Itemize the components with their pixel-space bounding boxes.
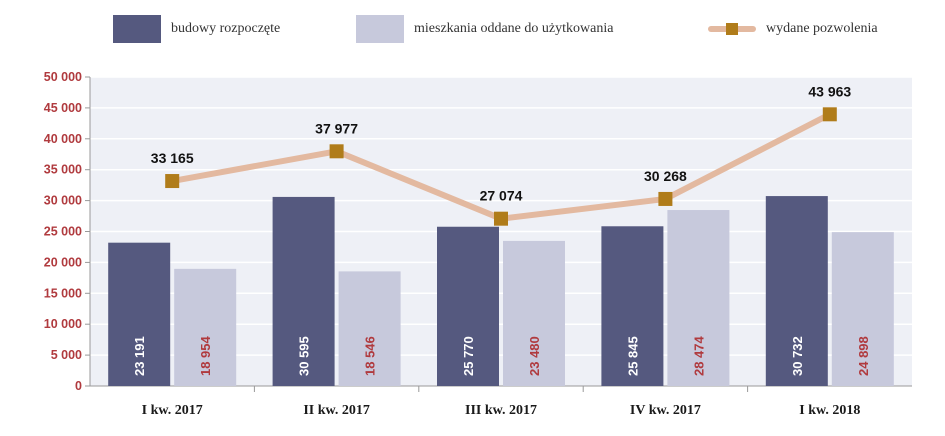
bar-budowy xyxy=(108,242,171,386)
line-marker xyxy=(329,144,344,159)
xtick-label: I kw. 2018 xyxy=(799,403,860,418)
line-marker xyxy=(658,191,673,206)
legend-label-budowy: budowy rozpoczęte xyxy=(171,21,281,36)
line-value-label: 37 977 xyxy=(315,120,358,136)
ytick-label: 25 000 xyxy=(44,225,82,239)
line-marker xyxy=(165,174,180,189)
bar-value-label: 28 474 xyxy=(691,335,706,376)
bar-mieszkania xyxy=(338,271,401,386)
bar-mieszkania xyxy=(667,210,730,386)
xtick-label: I kw. 2017 xyxy=(142,403,203,418)
bar-value-label: 23 480 xyxy=(527,336,542,376)
legend-item-budowy: budowy rozpoczęte xyxy=(113,14,280,44)
ytick-label: 15 000 xyxy=(44,286,82,300)
ytick-label: 50 000 xyxy=(44,70,82,84)
bar-value-label: 24 898 xyxy=(856,336,871,376)
legend-label-mieszkania: mieszkania oddane do użytkowania xyxy=(414,21,614,36)
xtick-label: III kw. 2017 xyxy=(465,403,537,418)
bar-mieszkania xyxy=(503,240,565,386)
bar-value-label: 25 770 xyxy=(461,336,476,376)
bar-value-label: 18 954 xyxy=(198,335,213,376)
ytick-label: 45 000 xyxy=(44,101,82,115)
bar-value-label: 18 546 xyxy=(363,336,378,376)
ytick-label: 30 000 xyxy=(44,194,82,208)
line-marker xyxy=(822,107,837,122)
legend-item-mieszkania: mieszkania oddane do użytkowania xyxy=(356,14,613,44)
ytick-label: 10 000 xyxy=(44,317,82,331)
legend-item-pozwolenia: wydane pozwolenia xyxy=(708,14,878,44)
legend-label-pozwolenia: wydane pozwolenia xyxy=(766,21,878,36)
bar-value-label: 30 595 xyxy=(297,336,312,376)
ytick-label: 20 000 xyxy=(44,255,82,269)
plot-area: 0 5 000 10 000 15 000 20 000 25 000 30 000 35 0… xyxy=(44,70,912,418)
line-value-label: 30 268 xyxy=(644,168,687,184)
xtick-label: II kw. 2017 xyxy=(303,403,370,418)
ytick-label: 0 xyxy=(75,379,82,393)
xtick-label: IV kw. 2017 xyxy=(630,403,701,418)
legend-marker-pozwolenia xyxy=(726,23,738,35)
legend-swatch-mieszkania xyxy=(356,15,404,43)
bar-mieszkania xyxy=(174,268,237,386)
bar-value-label: 30 732 xyxy=(790,336,805,376)
ytick-label: 40 000 xyxy=(44,132,82,146)
ytick-label: 35 000 xyxy=(44,163,82,177)
bar-budowy xyxy=(437,226,499,386)
legend-swatch-pozwolenia xyxy=(708,15,756,43)
legend-swatch-budowy xyxy=(113,15,161,43)
bar-budowy xyxy=(765,196,828,386)
line-value-label: 27 074 xyxy=(480,188,523,204)
line-value-label: 43 963 xyxy=(808,83,851,99)
bar-budowy xyxy=(272,196,335,386)
bar-budowy xyxy=(601,226,664,386)
legend: budowy rozpoczęte mieszkania oddane do u… xyxy=(0,14,945,44)
bar-value-label: 23 191 xyxy=(132,336,147,376)
bar-mieszkania xyxy=(831,232,894,386)
line-value-label: 33 165 xyxy=(151,150,194,166)
bar-value-label: 25 845 xyxy=(625,336,640,376)
line-marker xyxy=(494,211,508,226)
ytick-label: 5 000 xyxy=(51,348,82,362)
